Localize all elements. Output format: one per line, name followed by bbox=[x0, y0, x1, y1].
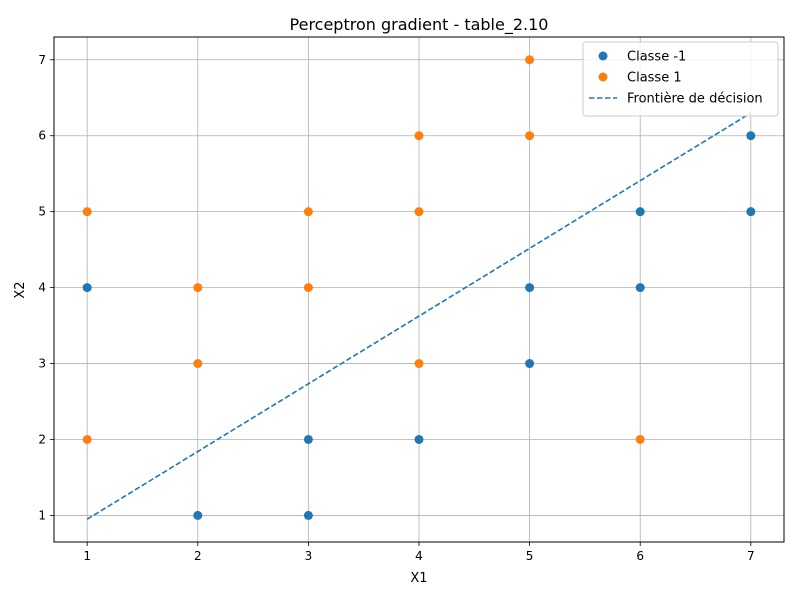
class-pos-point bbox=[525, 131, 535, 141]
class-neg-point bbox=[635, 207, 645, 217]
legend-box bbox=[582, 41, 779, 117]
y-tick-label: 2 bbox=[38, 432, 46, 446]
x-tick-label: 6 bbox=[636, 549, 644, 563]
legend-label: Frontière de décision bbox=[627, 92, 763, 107]
class-neg-point bbox=[303, 434, 313, 444]
class-pos-point bbox=[525, 55, 535, 65]
class-neg-point bbox=[414, 434, 424, 444]
y-axis-label: X2 bbox=[13, 281, 28, 298]
legend-label: Classe -1 bbox=[627, 50, 686, 65]
legend-label: Classe 1 bbox=[627, 71, 682, 86]
y-tick-label: 6 bbox=[38, 129, 46, 143]
class-neg-point bbox=[193, 510, 203, 520]
legend-marker bbox=[598, 72, 608, 82]
y-tick-label: 5 bbox=[38, 205, 46, 219]
class-neg-point bbox=[746, 207, 756, 217]
class-pos-point bbox=[303, 283, 313, 293]
x-axis-label: X1 bbox=[410, 571, 427, 586]
class-neg-point bbox=[82, 283, 92, 293]
x-tick-label: 1 bbox=[83, 549, 91, 563]
chart-title: Perceptron gradient - table_2.10 bbox=[290, 15, 549, 35]
legend-marker bbox=[598, 51, 608, 61]
class-neg-point bbox=[635, 283, 645, 293]
points-layer bbox=[82, 55, 756, 520]
x-tick-label: 5 bbox=[526, 549, 534, 563]
class-neg-point bbox=[525, 283, 535, 293]
class-pos-point bbox=[82, 434, 92, 444]
y-tick-label: 7 bbox=[38, 53, 46, 67]
x-tick-label: 4 bbox=[415, 549, 423, 563]
class-pos-point bbox=[414, 207, 424, 217]
class-pos-point bbox=[635, 434, 645, 444]
class-neg-point bbox=[746, 131, 756, 141]
x-axis-ticks: 1 2 3 4 5 6 7 bbox=[83, 542, 755, 563]
decision-boundary-line bbox=[86, 112, 752, 520]
decision-boundary-layer bbox=[86, 112, 752, 520]
x-tick-label: 2 bbox=[194, 549, 202, 563]
x-tick-label: 7 bbox=[747, 549, 755, 563]
y-tick-label: 3 bbox=[38, 357, 46, 371]
y-tick-label: 1 bbox=[38, 508, 46, 522]
class-neg-point bbox=[303, 510, 313, 520]
class-pos-point bbox=[193, 283, 203, 293]
y-axis-ticks: 1 2 3 4 5 6 7 bbox=[38, 53, 54, 522]
class-pos-point bbox=[414, 359, 424, 369]
legend: Classe -1 Classe 1 Frontière de décision bbox=[582, 41, 779, 117]
class-neg-point bbox=[525, 359, 535, 369]
class-pos-point bbox=[82, 207, 92, 217]
class-pos-point bbox=[193, 359, 203, 369]
class-pos-point bbox=[414, 131, 424, 141]
class-pos-point bbox=[303, 207, 313, 217]
y-tick-label: 4 bbox=[38, 281, 46, 295]
x-tick-label: 3 bbox=[305, 549, 313, 563]
